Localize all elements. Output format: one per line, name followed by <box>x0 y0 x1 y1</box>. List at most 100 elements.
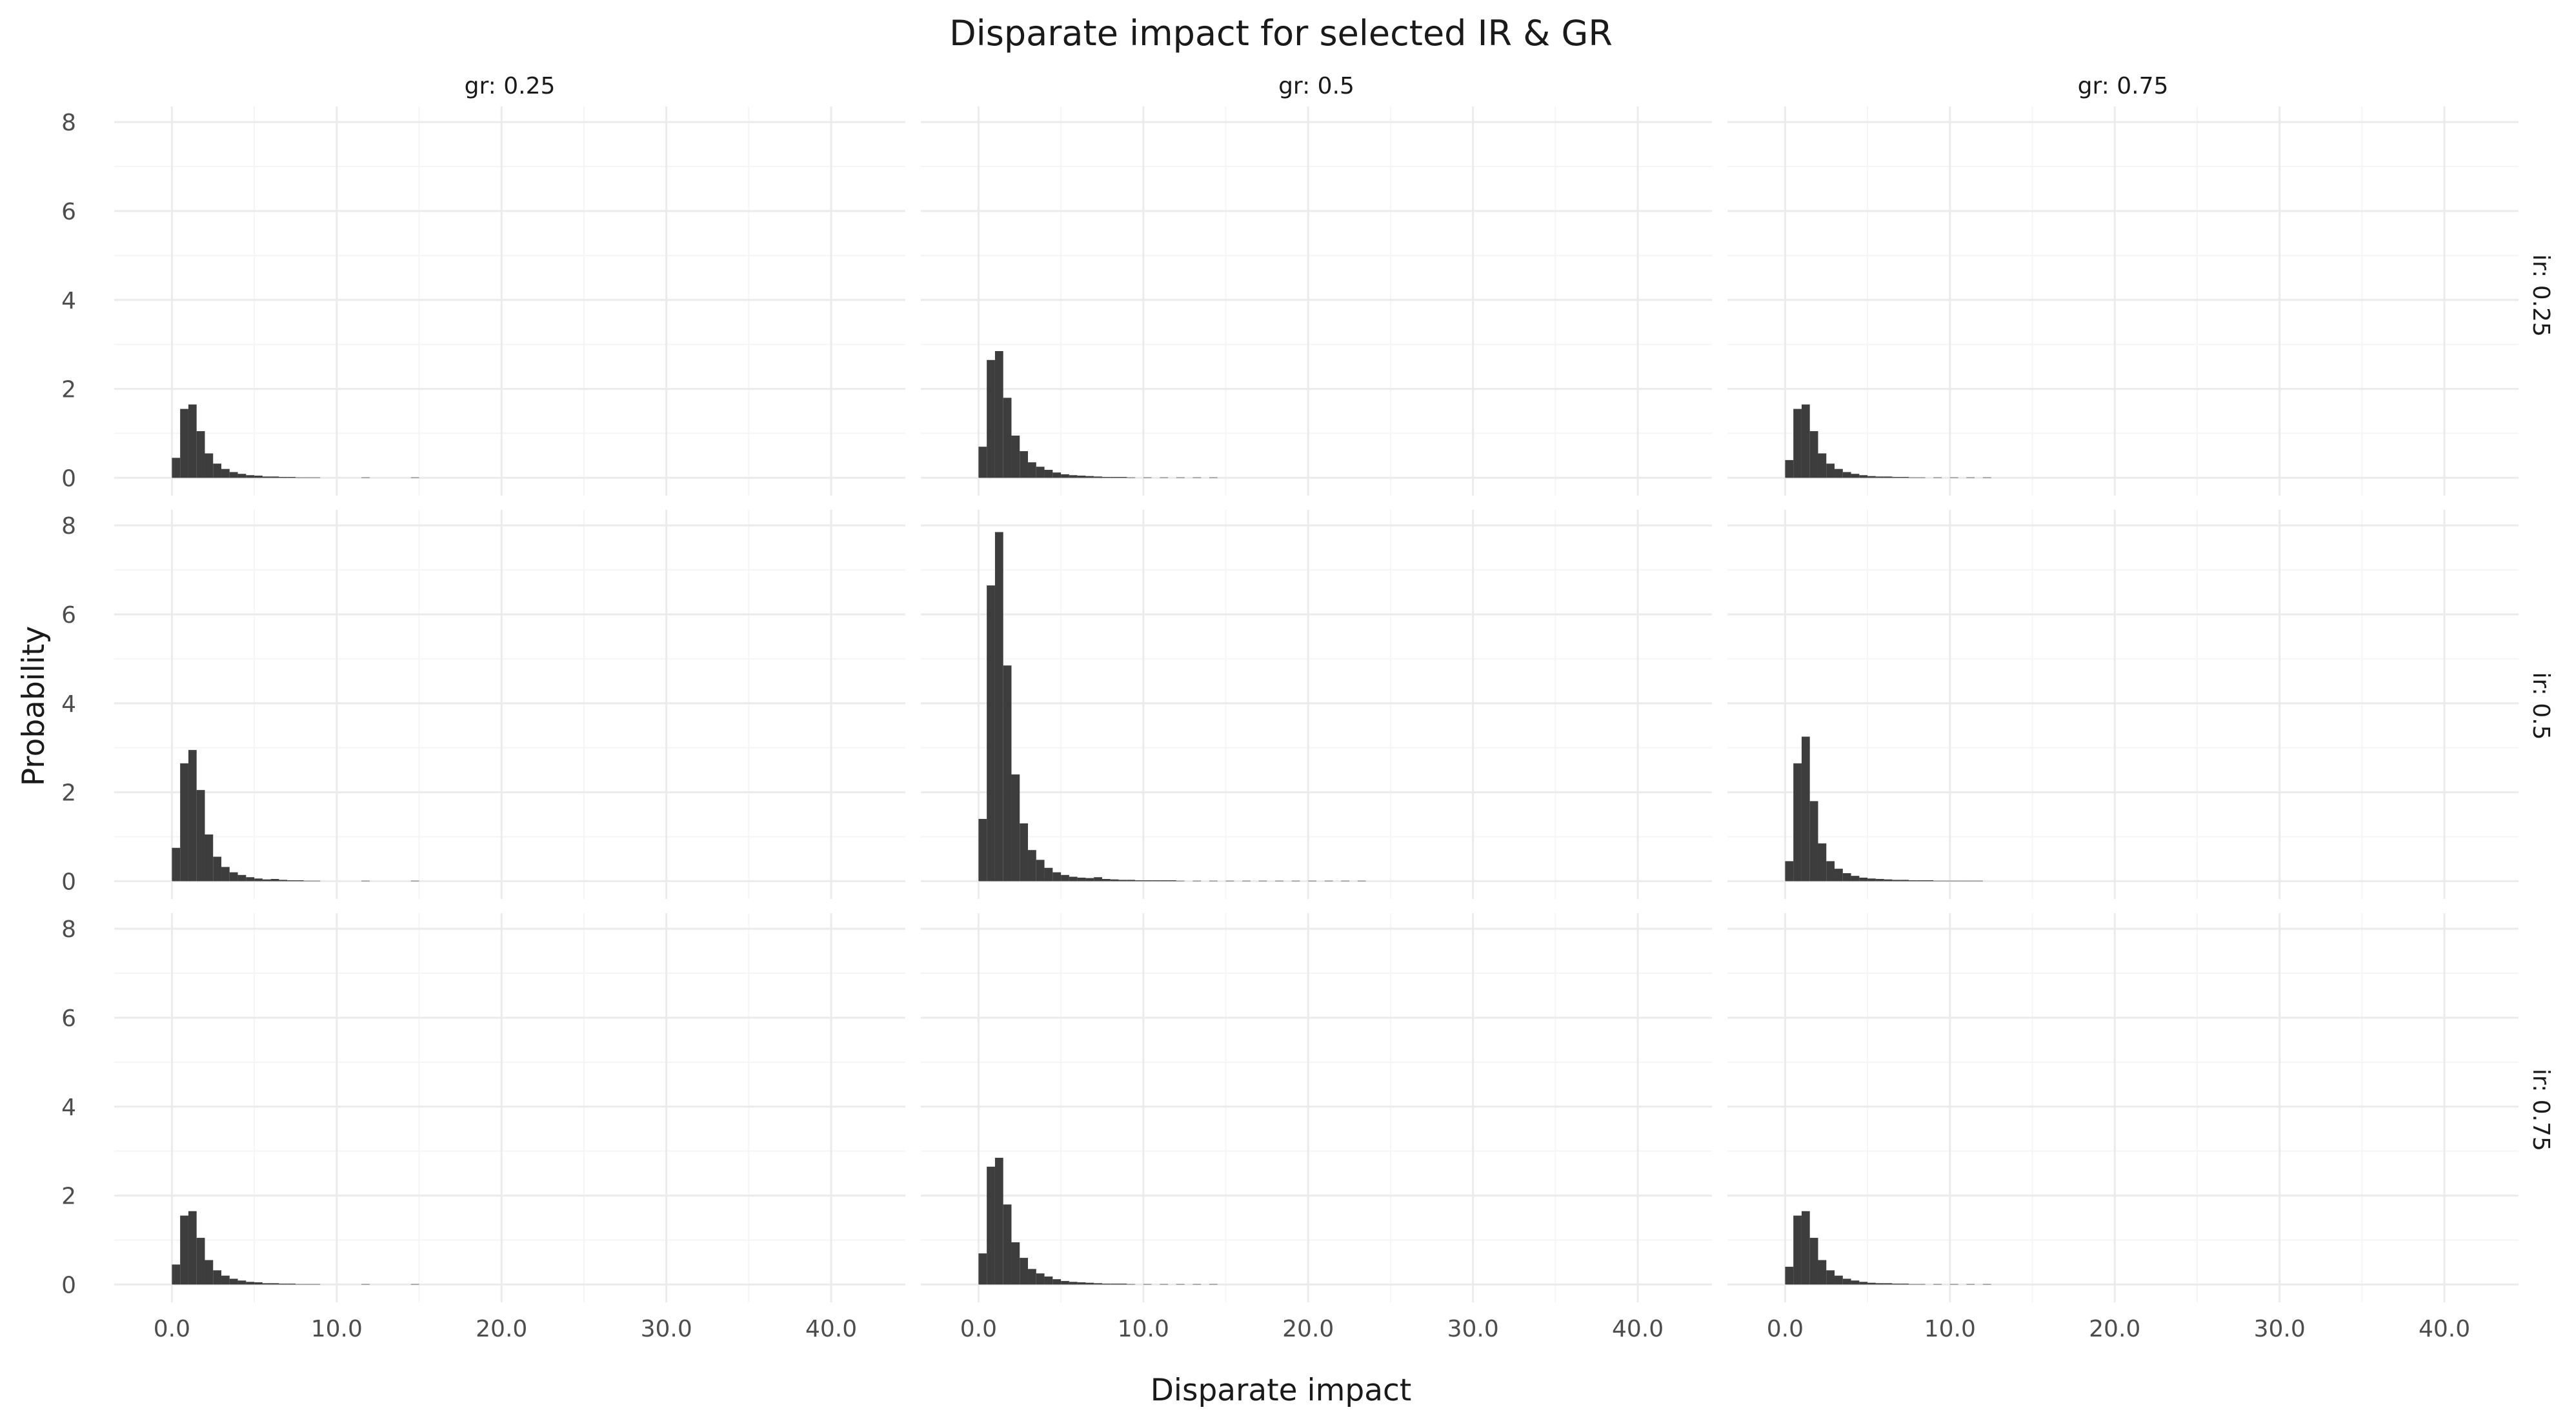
histogram-bar <box>1160 1284 1169 1285</box>
histogram-bar <box>246 475 255 478</box>
histogram-bar <box>1801 1211 1810 1285</box>
histogram-bar <box>1077 475 1086 478</box>
histogram-bar <box>1809 1238 1818 1285</box>
y-tick-label: 8 <box>61 513 76 540</box>
histogram-bar <box>1151 880 1160 882</box>
facet-panel-2-0: 0 2 4 6 8 0.0 10.0 20.0 30.0 40.0 <box>61 913 905 1342</box>
histogram-bar <box>1052 1279 1062 1285</box>
histogram-bar <box>1851 876 1860 882</box>
histogram-bar <box>1818 1260 1827 1285</box>
histogram-bar <box>1859 877 1868 882</box>
histogram-bar <box>1011 1242 1020 1285</box>
histogram-bar <box>1842 1278 1851 1285</box>
histogram-bar <box>1020 1258 1029 1285</box>
column-strip-gr-0.75: gr: 0.75 <box>2078 73 2169 99</box>
histogram-bar <box>410 880 419 882</box>
facet-panel-0-1 <box>921 106 1712 496</box>
row-strip-ir-0.25: ir: 0.25 <box>2528 254 2554 337</box>
histogram-bar <box>262 879 271 882</box>
histogram-bar <box>1917 880 1926 882</box>
histogram-bar <box>1258 880 1267 882</box>
histogram-bar <box>172 1264 181 1285</box>
histogram-bar <box>1044 470 1053 478</box>
histogram-bar <box>1176 1284 1185 1285</box>
histogram-bar <box>1061 1280 1069 1285</box>
histogram-bar <box>1094 877 1102 882</box>
histogram-bar <box>1102 477 1111 478</box>
histogram-bar <box>994 532 1003 882</box>
histogram-bar <box>1242 880 1251 882</box>
histogram-bar <box>262 1283 271 1285</box>
histogram-bar <box>994 1158 1003 1285</box>
histogram-bar <box>1036 860 1045 882</box>
histogram-bar <box>1933 1284 1942 1285</box>
histogram-bar <box>237 874 247 882</box>
x-tick-label: 40.0 <box>2419 1316 2470 1342</box>
histogram-bar <box>1192 1284 1202 1285</box>
histogram-bar <box>1851 1280 1860 1285</box>
y-tick-label: 6 <box>61 602 76 629</box>
histogram-bar <box>287 880 296 882</box>
histogram-bar <box>188 404 197 478</box>
histogram-bar <box>1859 1282 1868 1285</box>
histogram-bar <box>1357 880 1366 882</box>
histogram-bar <box>1785 1266 1794 1285</box>
histogram-bar <box>361 1284 370 1285</box>
histogram-bar <box>1942 880 1950 882</box>
x-tick-label: 30.0 <box>641 1316 692 1342</box>
histogram-bar <box>1324 880 1333 882</box>
histogram-bar <box>1028 1269 1036 1285</box>
column-strip-gr-0.5: gr: 0.5 <box>1278 73 1354 99</box>
x-tick-label: 10.0 <box>311 1316 363 1342</box>
histogram-bar <box>1085 878 1094 882</box>
histogram-bar <box>205 453 214 478</box>
x-axis-title: Disparate impact <box>1151 1373 1412 1408</box>
histogram-bar <box>1102 878 1111 882</box>
histogram-bar <box>1291 880 1300 882</box>
histogram-bar <box>1884 476 1893 478</box>
histogram-bar <box>196 790 205 882</box>
y-tick-label: 4 <box>61 691 76 718</box>
y-tick-label: 6 <box>61 1005 76 1032</box>
histogram-bar <box>1884 879 1893 882</box>
facet-panel-2-1: 0.0 10.0 20.0 30.0 40.0 <box>921 913 1712 1342</box>
histogram-bar <box>1949 1284 1958 1285</box>
histogram-bar <box>1020 823 1029 882</box>
histogram-bar <box>205 834 214 882</box>
histogram-bar <box>1859 475 1868 478</box>
histogram-bar <box>1801 736 1810 882</box>
histogram-bar <box>1011 774 1020 882</box>
histogram-bar <box>1826 463 1835 478</box>
histogram-bar <box>295 880 304 882</box>
histogram-bar <box>1308 880 1316 882</box>
facet-panel-0-0: 0 2 4 6 8 <box>61 106 905 496</box>
histogram-bar <box>1851 474 1860 478</box>
histogram-bar <box>237 474 247 478</box>
histogram-bar <box>1892 880 1901 882</box>
histogram-bar <box>1168 880 1176 882</box>
histogram-bar <box>213 856 222 882</box>
histogram-bar <box>1982 1284 1991 1285</box>
histogram-bar <box>1842 873 1851 882</box>
histogram-bar <box>1908 880 1917 882</box>
x-tick-label: 0.0 <box>960 1316 997 1342</box>
histogram-bar <box>978 447 987 478</box>
histogram-bar <box>1061 474 1069 478</box>
histogram-bar <box>1867 1282 1876 1285</box>
histogram-bar <box>1085 476 1094 478</box>
histogram-bar <box>1209 1284 1218 1285</box>
y-tick-label: 0 <box>61 465 76 492</box>
histogram-bar <box>270 1283 279 1285</box>
histogram-bar <box>1003 1204 1012 1285</box>
histogram-bar <box>1143 880 1152 882</box>
histogram-bar <box>1900 477 1909 478</box>
histogram-bar <box>196 1238 205 1285</box>
histogram-bar <box>1875 878 1884 882</box>
x-tick-label: 20.0 <box>476 1316 527 1342</box>
histogram-bar <box>213 463 222 478</box>
histogram-bar <box>1118 477 1127 478</box>
histogram-bar <box>1003 665 1012 882</box>
y-tick-label: 2 <box>61 377 76 403</box>
histogram-bar <box>172 847 181 882</box>
histogram-bar <box>1028 462 1036 478</box>
